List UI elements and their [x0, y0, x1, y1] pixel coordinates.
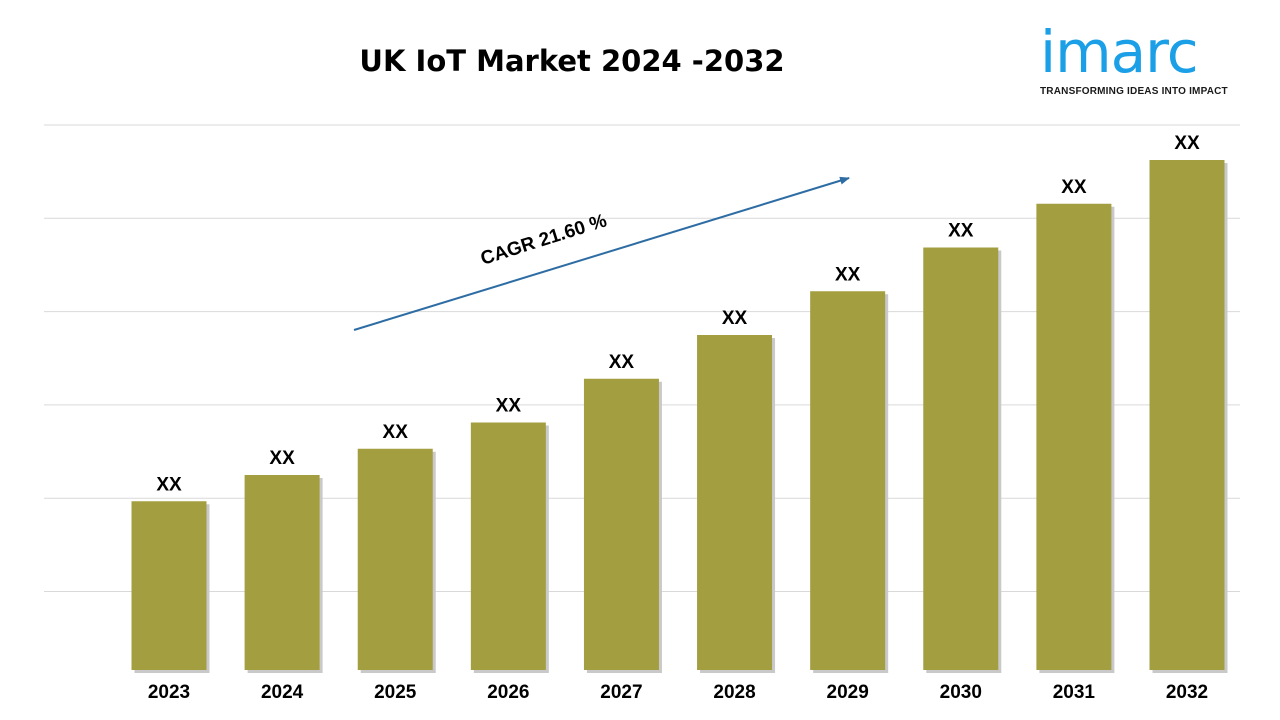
bar-2032	[1149, 160, 1225, 670]
x-tick-2028: 2028	[713, 682, 755, 703]
bar-2031	[1036, 203, 1112, 670]
bar-2026	[470, 422, 546, 670]
bar-2024	[244, 475, 320, 670]
bar-2029	[810, 291, 886, 670]
data-labels: XX XX XX XX XX XX XX XX XX XX	[156, 133, 1200, 495]
data-label-2023: XX	[156, 474, 182, 495]
x-axis-tick-labels: 2023 2024 2025 2026 2027 2028 2029 2030 2031 2032	[148, 682, 1208, 703]
cagr-label: CAGR 21.60 %	[478, 210, 609, 269]
data-label-2027: XX	[609, 352, 635, 373]
x-tick-2026: 2026	[487, 682, 529, 703]
x-tick-2024: 2024	[261, 682, 304, 703]
data-label-2030: XX	[948, 221, 974, 242]
data-label-2028: XX	[722, 308, 748, 329]
chart-title: UK IoT Market 2024 -2032	[359, 44, 785, 78]
x-tick-2027: 2027	[600, 682, 642, 703]
x-tick-2025: 2025	[374, 682, 417, 703]
x-tick-2023: 2023	[148, 682, 190, 703]
data-label-2026: XX	[496, 396, 522, 417]
bar-2025	[357, 448, 433, 670]
data-label-2031: XX	[1061, 177, 1087, 198]
bar-2023	[131, 501, 207, 670]
logo-tagline: TRANSFORMING IDEAS INTO IMPACT	[1040, 86, 1228, 97]
bars	[131, 160, 1228, 673]
bar-2028	[697, 335, 773, 670]
data-label-2029: XX	[835, 264, 861, 285]
data-label-2024: XX	[269, 448, 295, 469]
data-label-2032: XX	[1174, 133, 1200, 154]
bar-2027	[583, 378, 659, 670]
cagr-annotation: CAGR 21.60 %	[353, 176, 850, 331]
data-label-2025: XX	[383, 422, 409, 443]
x-tick-2031: 2031	[1053, 682, 1096, 703]
bar-2030	[923, 247, 999, 670]
x-tick-2030: 2030	[940, 682, 982, 703]
logo-wordmark: imarc	[1040, 18, 1199, 86]
cagr-arrow	[353, 176, 850, 331]
x-tick-2029: 2029	[827, 682, 869, 703]
x-tick-2032: 2032	[1166, 682, 1208, 703]
imarc-logo: imarc TRANSFORMING IDEAS INTO IMPACT	[1040, 16, 1240, 100]
